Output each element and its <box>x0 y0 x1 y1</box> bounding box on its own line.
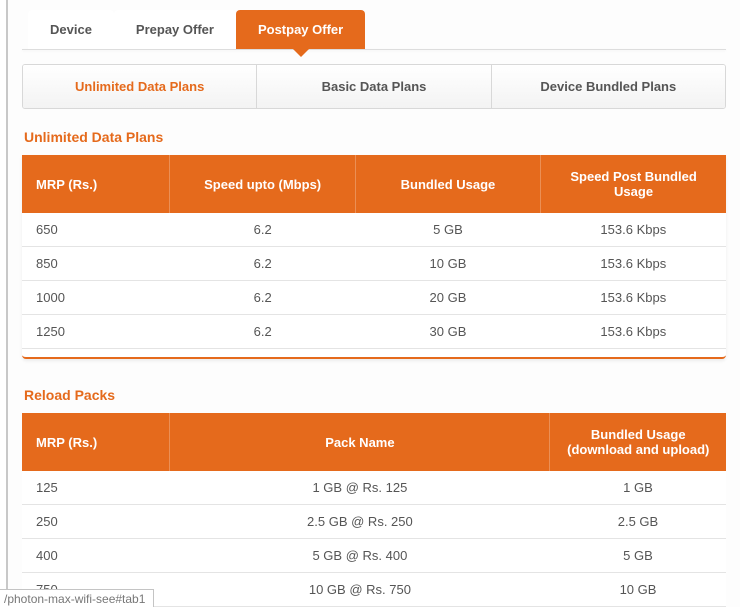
cell-speed: 6.2 <box>170 281 355 315</box>
subtab-basic-data-plans[interactable]: Basic Data Plans <box>257 65 491 108</box>
table-row: 400 5 GB @ Rs. 400 5 GB <box>22 539 726 573</box>
table-row: 850 6.2 10 GB 153.6 Kbps <box>22 247 726 281</box>
cell-post: 153.6 Kbps <box>541 281 726 315</box>
table-row: 650 6.2 5 GB 153.6 Kbps <box>22 213 726 247</box>
cell-usage: 20 GB <box>355 281 540 315</box>
cell-pack: 2.5 GB @ Rs. 250 <box>170 505 550 539</box>
cell-usage: 2.5 GB <box>550 505 726 539</box>
cell-usage: 5 GB <box>355 213 540 247</box>
cell-mrp: 650 <box>22 213 170 247</box>
cell-usage: 5 GB <box>550 539 726 573</box>
reload-table: MRP (Rs.) Pack Name Bundled Usage (downl… <box>22 413 726 607</box>
col-mrp: MRP (Rs.) <box>22 155 170 213</box>
sub-tabs: Unlimited Data Plans Basic Data Plans De… <box>22 64 726 109</box>
cell-speed: 6.2 <box>170 315 355 349</box>
col-bundled: Bundled Usage (download and upload) <box>550 413 726 471</box>
cell-pack: 10 GB @ Rs. 750 <box>170 573 550 607</box>
cell-usage: 10 GB <box>355 247 540 281</box>
cell-post: 153.6 Kbps <box>541 213 726 247</box>
section-title-unlimited: Unlimited Data Plans <box>24 129 726 145</box>
table-header-row: MRP (Rs.) Speed upto (Mbps) Bundled Usag… <box>22 155 726 213</box>
col-bundled-usage: Bundled Usage <box>355 155 540 213</box>
table-header-row: MRP (Rs.) Pack Name Bundled Usage (downl… <box>22 413 726 471</box>
subtab-unlimited-data-plans[interactable]: Unlimited Data Plans <box>23 65 257 108</box>
tabs-divider <box>22 49 726 50</box>
cell-usage: 30 GB <box>355 315 540 349</box>
cell-usage: 10 GB <box>550 573 726 607</box>
unlimited-table-wrap: MRP (Rs.) Speed upto (Mbps) Bundled Usag… <box>22 155 726 359</box>
tab-prepay-offer[interactable]: Prepay Offer <box>114 10 236 49</box>
cell-speed: 6.2 <box>170 213 355 247</box>
tab-device[interactable]: Device <box>28 10 114 49</box>
cell-speed: 6.2 <box>170 247 355 281</box>
cell-mrp: 400 <box>22 539 170 573</box>
cell-mrp: 250 <box>22 505 170 539</box>
table-row: 125 1 GB @ Rs. 125 1 GB <box>22 471 726 505</box>
cell-mrp: 1000 <box>22 281 170 315</box>
main-tabs: Device Prepay Offer Postpay Offer <box>28 10 726 49</box>
browser-status-bar: /photon-max-wifi-see#tab1 <box>0 589 154 607</box>
cell-post: 153.6 Kbps <box>541 315 726 349</box>
subtab-device-bundled-plans[interactable]: Device Bundled Plans <box>492 65 725 108</box>
reload-table-wrap: MRP (Rs.) Pack Name Bundled Usage (downl… <box>22 413 726 615</box>
table-row: 250 2.5 GB @ Rs. 250 2.5 GB <box>22 505 726 539</box>
col-packname: Pack Name <box>170 413 550 471</box>
col-speed-post: Speed Post Bundled Usage <box>541 155 726 213</box>
unlimited-table: MRP (Rs.) Speed upto (Mbps) Bundled Usag… <box>22 155 726 349</box>
col-speed-upto: Speed upto (Mbps) <box>170 155 355 213</box>
cell-mrp: 850 <box>22 247 170 281</box>
cell-pack: 1 GB @ Rs. 125 <box>170 471 550 505</box>
tab-postpay-offer[interactable]: Postpay Offer <box>236 10 365 49</box>
cell-mrp: 125 <box>22 471 170 505</box>
col-mrp: MRP (Rs.) <box>22 413 170 471</box>
cell-usage: 1 GB <box>550 471 726 505</box>
cell-pack: 5 GB @ Rs. 400 <box>170 539 550 573</box>
table-row: 1250 6.2 30 GB 153.6 Kbps <box>22 315 726 349</box>
cell-post: 153.6 Kbps <box>541 247 726 281</box>
table-row: 1000 6.2 20 GB 153.6 Kbps <box>22 281 726 315</box>
cell-mrp: 1250 <box>22 315 170 349</box>
section-title-reload: Reload Packs <box>24 387 726 403</box>
